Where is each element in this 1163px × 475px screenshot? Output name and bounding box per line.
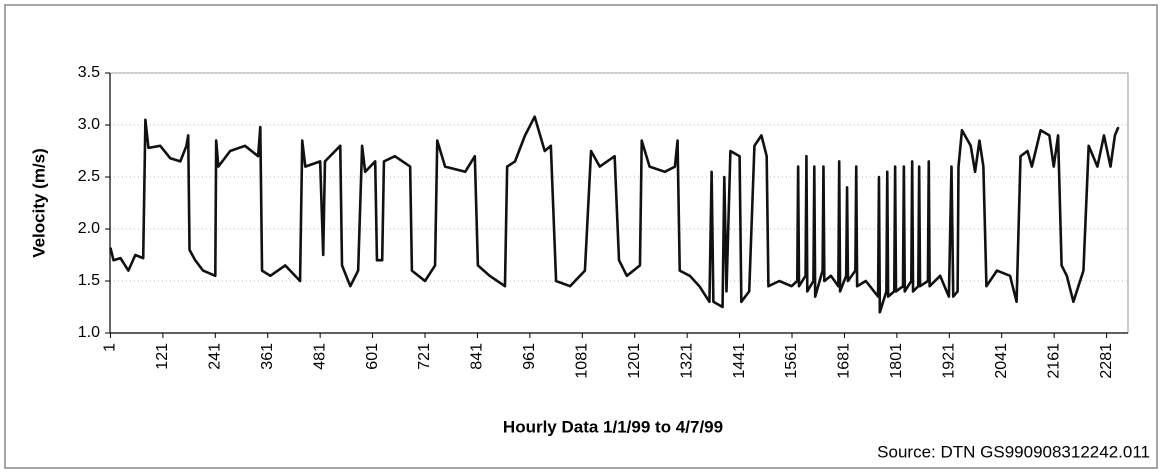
x-tick-label: 2161 xyxy=(1045,343,1062,379)
x-tick-label: 361 xyxy=(259,343,276,370)
x-tick-label: 601 xyxy=(364,343,381,370)
y-tick-label: 3.0 xyxy=(78,116,100,133)
x-tick-label: 2041 xyxy=(993,343,1010,379)
x-tick-label: 1921 xyxy=(941,343,958,379)
x-tick-label: 2281 xyxy=(1098,343,1115,379)
source-note: Source: DTN GS990908312242.011 xyxy=(877,442,1150,461)
x-tick-label: 1561 xyxy=(783,343,800,379)
y-tick-label: 1.0 xyxy=(78,324,100,341)
y-tick-label: 1.5 xyxy=(78,272,100,289)
chart-frame xyxy=(4,4,1158,469)
x-tick-label: 1441 xyxy=(731,343,748,379)
x-tick-label: 841 xyxy=(469,343,486,370)
y-tick-label: 3.5 xyxy=(78,64,100,81)
x-tick-label: 1081 xyxy=(574,343,591,379)
x-tick-label: 1801 xyxy=(888,343,905,379)
x-tick-label: 241 xyxy=(207,343,224,370)
y-tick-label: 2.5 xyxy=(78,168,100,185)
x-tick-label: 481 xyxy=(311,343,328,370)
plot-area xyxy=(109,72,1129,334)
x-tick-label: 1321 xyxy=(678,343,695,379)
y-axis-label: Velocity (m/s) xyxy=(29,148,48,258)
x-axis-label: Hourly Data 1/1/99 to 4/7/99 xyxy=(503,417,723,436)
x-tick-label: 121 xyxy=(154,343,171,370)
data-line xyxy=(109,115,1120,314)
x-tick-label: 1681 xyxy=(836,343,853,379)
y-tick-label: 2.0 xyxy=(78,220,100,237)
x-tick-label: 721 xyxy=(416,343,433,370)
x-tick-label: 961 xyxy=(521,343,538,370)
x-tick-label: 1 xyxy=(102,343,119,352)
x-tick-label: 1201 xyxy=(626,343,643,379)
